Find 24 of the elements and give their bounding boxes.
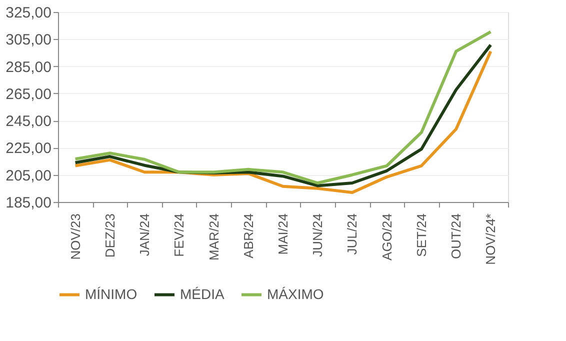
y-tick-label: 325,00 [6, 4, 52, 22]
legend-label: MÍNIMO [85, 286, 138, 302]
x-tick-label: JAN/24 [137, 214, 152, 256]
y-tick-label: 205,00 [6, 167, 52, 184]
y-tick-label: 245,00 [6, 113, 52, 130]
x-tick-label: FEV/24 [172, 214, 187, 257]
x-tick-label: MAR/24 [206, 214, 222, 260]
x-tick-label: OUT/24 [448, 214, 464, 260]
x-tick-label: MAI/24 [276, 214, 290, 255]
x-tick-label: JUN/24 [310, 214, 326, 257]
x-tick-label: NOV/23 [68, 214, 83, 260]
y-tick-label: 305,00 [6, 32, 52, 49]
y-tick-label: 265,00 [6, 86, 52, 103]
y-tick-label: 225,00 [6, 140, 52, 158]
x-tick-label: SET/24 [414, 214, 429, 257]
y-tick-label: 285,00 [6, 58, 52, 76]
legend-label: MÉDIA [180, 286, 225, 302]
x-tick-label: NOV/24* [483, 214, 498, 265]
y-tick-label: 185,00 [6, 194, 52, 212]
x-tick-label: AGO/24 [379, 214, 394, 260]
x-tick-label: ABR/24 [240, 214, 256, 258]
legend-label: MÁXIMO [267, 286, 324, 302]
x-tick-label: JUL/24 [344, 214, 360, 255]
x-tick-label: DEZ/23 [102, 214, 118, 258]
